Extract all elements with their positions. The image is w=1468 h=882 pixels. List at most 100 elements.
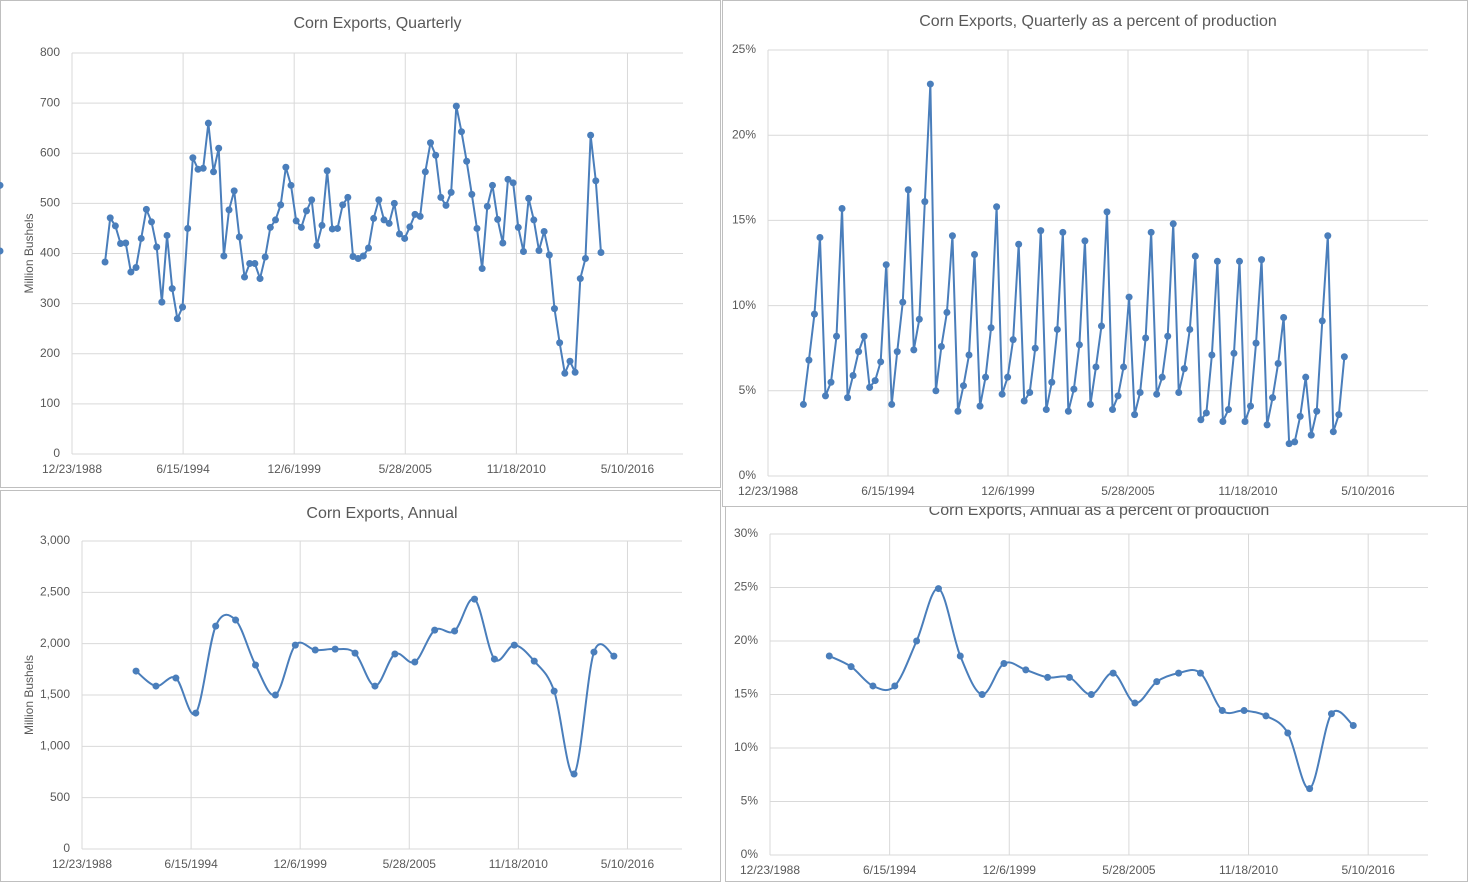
- data-point: [272, 216, 280, 224]
- data-point: [380, 216, 388, 224]
- x-tick-label: 12/6/1999: [981, 484, 1035, 498]
- y-tick-label: 30%: [734, 526, 758, 540]
- data-point: [1109, 406, 1117, 414]
- data-point: [331, 645, 339, 653]
- y-tick-label: 10%: [732, 298, 756, 312]
- data-point: [1340, 353, 1348, 361]
- data-point: [509, 179, 517, 187]
- data-point: [199, 164, 207, 172]
- x-tick-label: 6/15/1994: [156, 462, 210, 476]
- data-point: [351, 649, 359, 657]
- data-point: [1158, 373, 1166, 381]
- panel-frame: [722, 0, 1468, 507]
- data-point: [1114, 392, 1122, 400]
- data-point: [1327, 710, 1335, 718]
- data-point: [210, 168, 218, 176]
- data-point: [556, 339, 564, 347]
- data-point: [504, 175, 512, 183]
- data-point: [530, 216, 538, 224]
- data-point: [1065, 673, 1073, 681]
- data-point: [849, 371, 857, 379]
- data-point: [535, 246, 543, 254]
- data-point: [519, 247, 527, 255]
- data-point: [323, 167, 331, 175]
- data-point: [1175, 669, 1183, 677]
- data-point: [1284, 729, 1292, 737]
- data-point: [1191, 252, 1199, 260]
- x-tick-label: 11/18/2010: [1219, 863, 1278, 877]
- data-point: [148, 218, 156, 226]
- data-point: [1020, 397, 1028, 405]
- y-tick-label: 0%: [741, 847, 759, 861]
- data-point: [1075, 341, 1083, 349]
- y-tick-label: 500: [40, 196, 60, 210]
- data-point: [499, 239, 507, 247]
- data-point: [910, 346, 918, 354]
- data-point: [426, 139, 434, 147]
- data-point: [457, 128, 465, 136]
- data-point: [921, 198, 929, 206]
- y-tick-label: 20%: [732, 127, 756, 141]
- data-point: [303, 207, 311, 215]
- data-point: [982, 373, 990, 381]
- data-point: [871, 377, 879, 385]
- data-point: [142, 205, 150, 213]
- data-point: [385, 219, 393, 227]
- data-point: [117, 239, 125, 247]
- data-point: [1296, 412, 1304, 420]
- data-point: [866, 383, 874, 391]
- data-point: [132, 667, 140, 675]
- data-point: [998, 390, 1006, 398]
- data-point: [1053, 325, 1061, 333]
- data-point: [1125, 293, 1133, 301]
- data-point: [246, 260, 254, 268]
- data-point: [1258, 256, 1266, 264]
- y-tick-label: 1,000: [40, 739, 70, 753]
- data-point: [235, 233, 243, 241]
- data-point: [1218, 707, 1226, 715]
- data-point: [1302, 373, 1310, 381]
- data-point: [313, 241, 321, 249]
- data-point: [287, 181, 295, 189]
- data-point: [571, 368, 579, 376]
- data-point: [1109, 669, 1117, 677]
- data-point: [1042, 406, 1050, 414]
- data-point: [473, 224, 481, 232]
- data-point: [540, 227, 548, 235]
- data-point: [965, 351, 973, 359]
- data-point: [833, 332, 841, 340]
- x-tick-label: 5/10/2016: [601, 462, 655, 476]
- data-point: [844, 394, 852, 402]
- data-point: [587, 131, 595, 139]
- data-point: [976, 402, 984, 410]
- data-point: [261, 253, 269, 261]
- data-point: [1131, 411, 1139, 419]
- data-point: [1307, 431, 1315, 439]
- data-point: [297, 223, 305, 231]
- chart-panel: Corn Exports, Quarterly as a percent of …: [722, 0, 1468, 507]
- x-tick-label: 6/15/1994: [164, 857, 218, 871]
- data-point: [855, 348, 863, 356]
- data-point: [451, 627, 459, 635]
- data-point: [490, 655, 498, 663]
- data-point: [1153, 390, 1161, 398]
- data-point: [937, 342, 945, 350]
- data-point: [1015, 240, 1023, 248]
- data-point: [1230, 349, 1238, 357]
- data-point: [576, 275, 584, 283]
- data-point: [1274, 360, 1282, 368]
- data-point: [1291, 438, 1299, 446]
- data-point: [192, 709, 200, 717]
- data-point: [179, 303, 187, 311]
- data-point: [948, 232, 956, 240]
- data-point: [847, 663, 855, 671]
- y-tick-label: 2,000: [40, 636, 70, 650]
- data-point: [158, 298, 166, 306]
- data-point: [799, 400, 807, 408]
- x-tick-label: 11/18/2010: [487, 462, 546, 476]
- x-tick-label: 5/10/2016: [1341, 863, 1395, 877]
- data-point: [1059, 228, 1067, 236]
- data-point: [1208, 351, 1216, 359]
- data-point: [1164, 332, 1172, 340]
- x-tick-label: 12/6/1999: [273, 857, 327, 871]
